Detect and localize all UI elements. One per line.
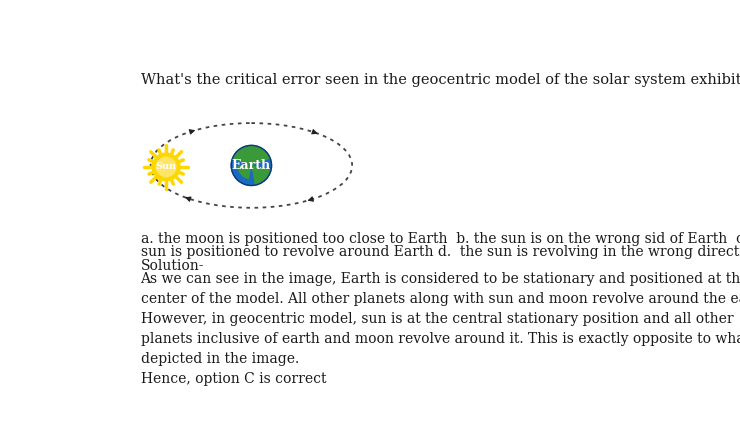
Text: a. the moon is positioned too close to Earth  b. the sun is on the wrong sid of : a. the moon is positioned too close to E… [141, 233, 740, 246]
Wedge shape [232, 145, 270, 166]
Text: sun is positioned to revolve around Earth d.  the sun is revolving in the wrong : sun is positioned to revolve around Eart… [141, 245, 740, 259]
Circle shape [152, 153, 180, 181]
Circle shape [231, 145, 272, 185]
Wedge shape [238, 166, 252, 179]
Text: Earth: Earth [232, 159, 271, 172]
Text: What's the critical error seen in the geocentric model of the solar system exhib: What's the critical error seen in the ge… [141, 73, 740, 87]
Text: As we can see in the image, Earth is considered to be stationary and positioned : As we can see in the image, Earth is con… [141, 272, 740, 386]
Wedge shape [252, 166, 272, 185]
Text: Solution-: Solution- [141, 260, 204, 273]
Circle shape [156, 157, 176, 177]
Text: Sun: Sun [155, 163, 177, 172]
